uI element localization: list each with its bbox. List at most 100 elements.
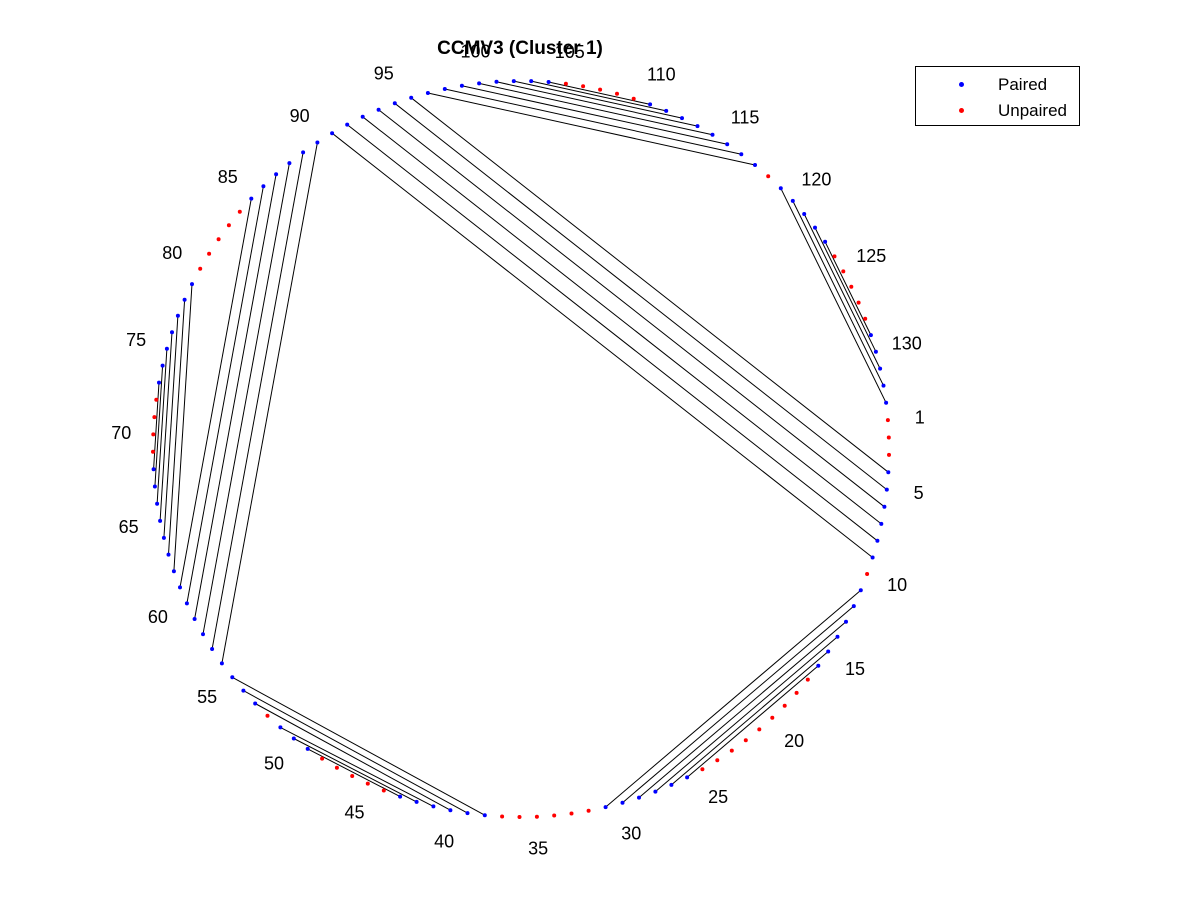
paired-dot-29 [637, 795, 641, 800]
paired-dot-103 [529, 79, 534, 84]
unpaired-dot-21 [757, 727, 762, 732]
paired-dot-85 [249, 196, 254, 201]
paired-dot-8 [875, 538, 880, 543]
unpaired-dot-105 [563, 81, 568, 86]
unpaired-dot-81 [207, 251, 212, 256]
unpaired-dot-35 [534, 814, 539, 819]
paired-dot-50 [291, 736, 296, 741]
pair-link-12-30 [622, 605, 855, 804]
paired-dot-98 [442, 87, 447, 91]
paired-dot-94 [376, 107, 381, 112]
unpaired-dot-36 [517, 815, 522, 819]
paired-dot-56 [219, 661, 224, 666]
unpaired-dot-108 [615, 91, 619, 96]
unpaired-dot-34 [552, 813, 557, 818]
unpaired-dot-22 [743, 738, 748, 743]
paired-dot-12 [851, 604, 856, 609]
pair-links [153, 80, 889, 816]
paired-dot-74 [160, 363, 165, 368]
unpaired-dot-2 [886, 435, 891, 440]
paired-dot-102 [511, 79, 516, 84]
unpaired-dot-46 [350, 774, 355, 778]
paired-dot-86 [261, 184, 266, 189]
position-label-1: 1 [915, 408, 925, 428]
position-label-105: 105 [555, 42, 585, 62]
paired-dot-121 [802, 212, 807, 216]
position-label-75: 75 [126, 330, 146, 350]
legend: Paired Unpaired [915, 66, 1080, 126]
position-label-25: 25 [708, 787, 728, 807]
paired-dot-11 [858, 588, 863, 593]
unpaired-dot-107 [598, 87, 603, 92]
paired-dot-115 [725, 142, 730, 147]
chart-title: CCMV3 (Cluster 1) [437, 38, 603, 59]
paired-dot-7 [879, 521, 884, 526]
pair-link-41-51 [280, 726, 434, 807]
position-label-90: 90 [290, 106, 310, 126]
unpaired-dot-10 [865, 572, 870, 576]
unpaired-dot-37 [500, 814, 505, 819]
unpaired-dot-24 [715, 758, 720, 763]
pair-link-15-27 [671, 651, 829, 786]
unpaired-dot-82 [216, 237, 221, 242]
paired-dot-66 [155, 501, 160, 506]
pair-link-122-130 [814, 227, 877, 352]
pair-link-9-91 [331, 132, 873, 558]
pair-link-66-75 [156, 348, 168, 504]
paired-dot-43 [398, 794, 403, 799]
legend-item-unpaired: Unpaired [916, 99, 1081, 125]
unpaired-dot-23 [729, 748, 734, 753]
paired-dot-95 [392, 101, 397, 106]
pair-link-58-88 [202, 163, 290, 635]
paired-dot-63 [166, 552, 171, 557]
paired-dot-62 [171, 569, 176, 574]
paired-dot-61 [178, 585, 182, 590]
paired-dot-55 [230, 675, 235, 680]
paired-dot-27 [669, 782, 674, 787]
paired-dot-54 [241, 688, 246, 693]
paired-dot-40 [448, 808, 453, 813]
position-label-50: 50 [264, 754, 284, 774]
legend-item-paired: Paired [916, 73, 1081, 99]
unpaired-dot-48 [320, 756, 325, 761]
paired-dot-57 [210, 647, 215, 651]
unpaired-dot-52 [265, 713, 270, 718]
pair-link-11-31 [605, 589, 862, 808]
paired-dot-49 [305, 746, 310, 751]
pair-link-65-76 [159, 332, 173, 521]
position-label-85: 85 [218, 167, 238, 187]
paired-dot-59 [192, 617, 197, 621]
pair-link-100-114 [478, 82, 713, 136]
paired-dot-6 [882, 504, 887, 509]
pair-link-40-53 [254, 703, 451, 811]
pair-link-123-129 [824, 241, 872, 336]
paired-dot-39 [465, 811, 470, 816]
paired-dot-58 [201, 632, 205, 637]
paired-dot-28 [653, 789, 658, 794]
position-label-55: 55 [197, 687, 217, 707]
paired-dot-15 [826, 649, 831, 654]
paired-dot-30 [620, 800, 625, 805]
paired-dot-129 [868, 333, 873, 338]
unpaired-dot-32 [586, 808, 591, 813]
position-label-120: 120 [801, 169, 831, 189]
pair-link-104-110 [548, 81, 651, 105]
pair-link-103-111 [531, 80, 667, 112]
pair-link-56-90 [221, 142, 318, 664]
position-label-130: 130 [892, 333, 922, 353]
unpaired-dot-84 [237, 209, 242, 214]
position-label-110: 110 [647, 64, 676, 84]
pair-link-5-95 [394, 102, 888, 490]
paired-dot-120 [790, 198, 795, 203]
unpaired-dot-106 [581, 84, 586, 89]
pair-link-68-73 [153, 382, 160, 470]
unpaired-dot-124 [832, 254, 837, 259]
position-label-115: 115 [731, 108, 760, 128]
paired-dot-65 [158, 518, 163, 523]
pair-link-7-93 [362, 116, 882, 525]
pair-link-43-49 [307, 748, 401, 798]
position-label-125: 125 [856, 246, 886, 266]
unpaired-dot-126 [849, 284, 854, 289]
paired-dot-64 [161, 535, 166, 540]
legend-label-unpaired: Unpaired [998, 101, 1067, 120]
